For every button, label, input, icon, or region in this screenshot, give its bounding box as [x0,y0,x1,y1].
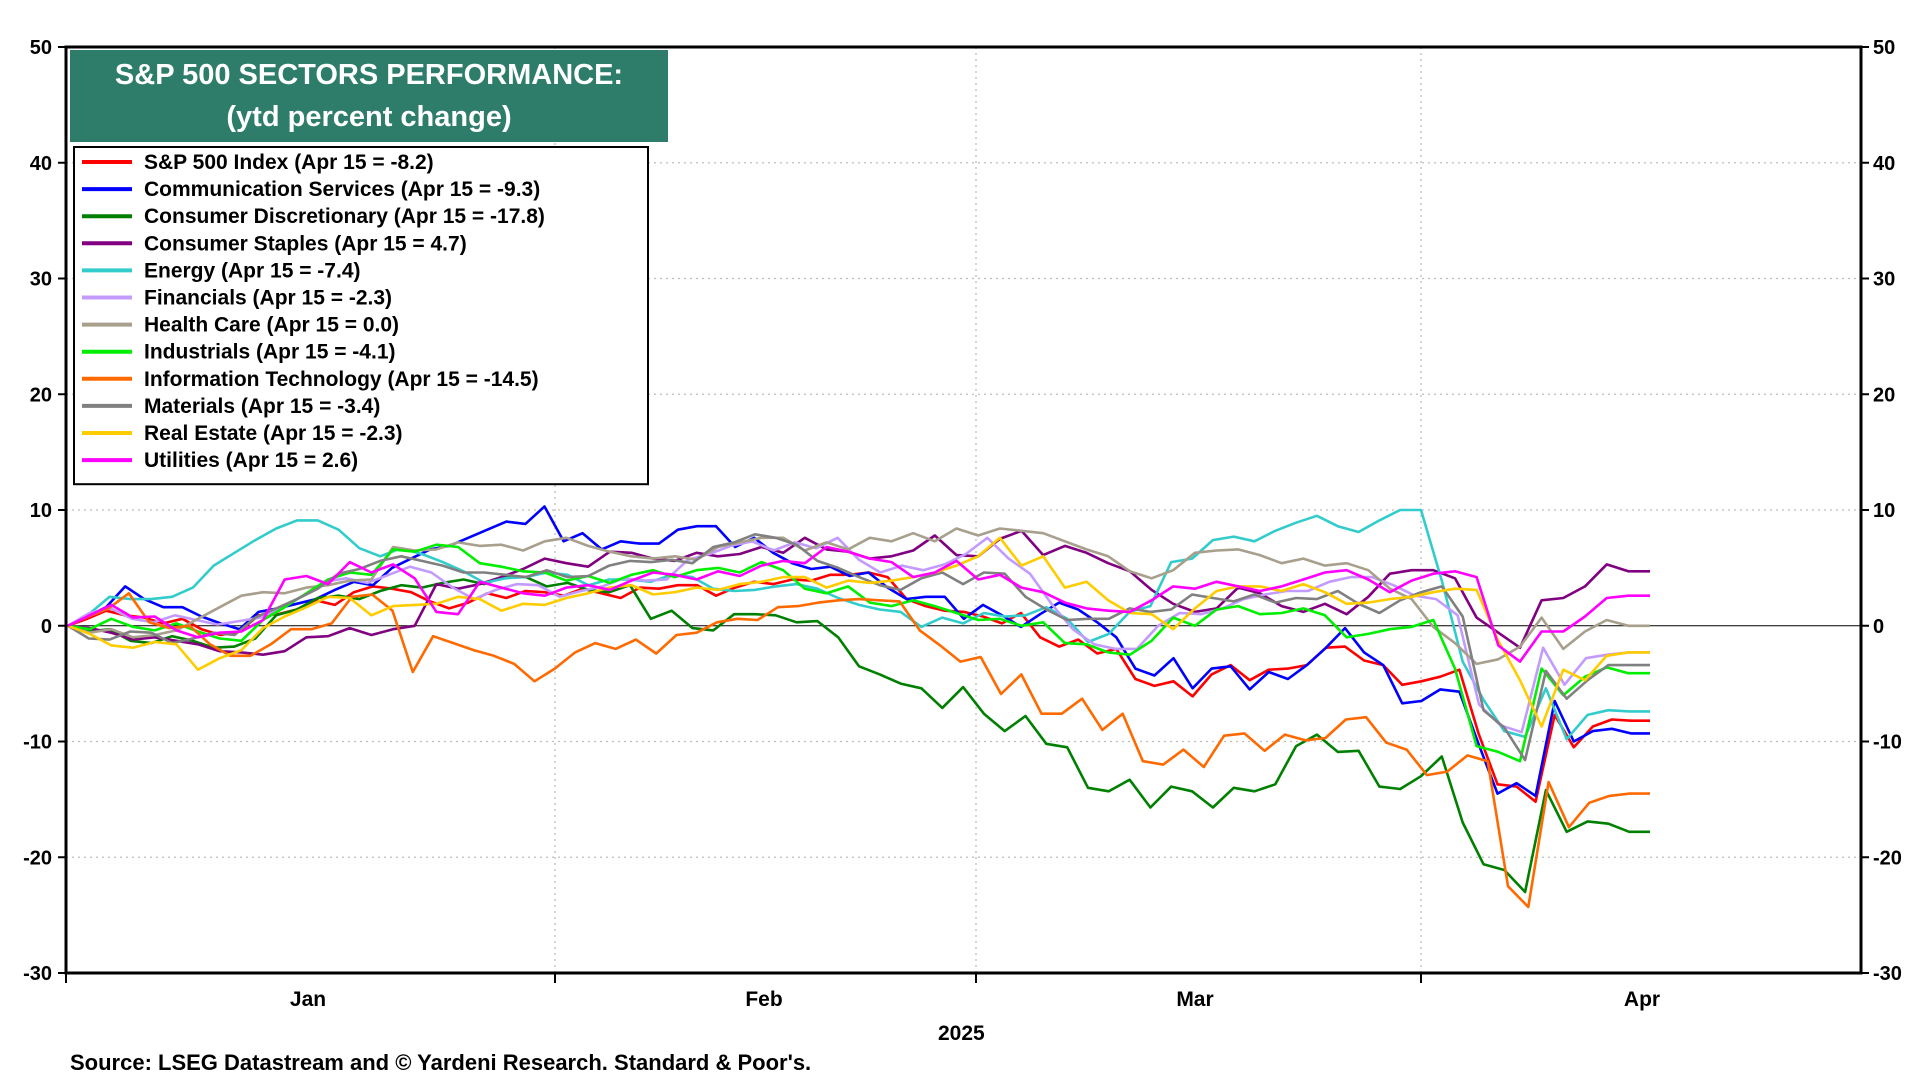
y-tick-label-left: 20 [30,384,52,406]
legend-label: Health Care (Apr 15 = 0.0) [144,314,399,337]
legend-label: Communication Services (Apr 15 = -9.3) [144,178,540,201]
y-tick-label-right: 40 [1873,153,1895,175]
legend-label: Consumer Discretionary (Apr 15 = -17.8) [144,205,545,228]
x-axis-year-label: 2025 [938,1022,985,1045]
y-tick-label-right: -20 [1873,847,1902,869]
y-tick-label-right: 0 [1873,616,1884,638]
right-y-axis: -30 -20 -10 0 10 20 30 40 50 [1861,37,1902,985]
legend-label: Energy (Apr 15 = -7.4) [144,259,361,282]
title-line-2: (ytd percent change) [226,101,512,133]
x-tick-label: Mar [1176,988,1213,1011]
y-tick-label-right: -10 [1873,732,1902,754]
y-tick-label-right: 50 [1873,37,1895,59]
series-line [67,508,1650,741]
series-line [67,527,1650,666]
legend-label: Real Estate (Apr 15 = -2.3) [144,422,403,445]
legend-label: S&P 500 Index (Apr 15 = -8.2) [144,151,434,174]
chart-title: S&P 500 SECTORS PERFORMANCE: (ytd percen… [70,50,668,142]
legend-label: Financials (Apr 15 = -2.3) [144,287,392,310]
y-tick-label-right: 20 [1873,384,1895,406]
y-tick-label-left: -10 [23,732,52,754]
y-tick-label-left: 0 [41,616,52,638]
left-y-axis: -30 -20 -10 0 10 20 30 40 50 [23,37,66,985]
x-axis: Jan Feb Mar Apr [65,973,1660,1011]
title-line-1: S&P 500 SECTORS PERFORMANCE: [114,59,624,91]
y-tick-label-right: -30 [1873,963,1902,985]
y-tick-label-left: 10 [30,500,52,522]
series-layer [67,505,1650,909]
series-line [67,505,1650,798]
y-tick-label-left: -30 [23,963,52,985]
x-tick-label: Feb [745,988,782,1011]
legend-label: Information Technology (Apr 15 = -14.5) [144,368,539,391]
source-note: Source: LSEG Datastream and © Yardeni Re… [70,1050,812,1075]
legend-label: Industrials (Apr 15 = -4.1) [144,341,396,364]
series-line [67,591,1650,909]
x-tick-label: Jan [290,988,326,1011]
legend-label: Utilities (Apr 15 = 2.6) [144,449,358,472]
legend-label: Consumer Staples (Apr 15 = 4.7) [144,232,467,255]
y-tick-label-left: 50 [30,37,52,59]
y-tick-label-left: 30 [30,269,52,291]
series-line [67,574,1650,894]
series-line [67,532,1650,762]
legend-label: Materials (Apr 15 = -3.4) [144,395,380,418]
legend-box [73,146,649,486]
y-tick-label-right: 10 [1873,500,1895,522]
x-tick-label: Apr [1624,988,1660,1011]
series-line [67,536,1650,728]
series-line [67,545,1650,663]
y-tick-label-left: -20 [23,847,52,869]
y-tick-label-left: 40 [30,153,52,175]
y-tick-label-right: 30 [1873,269,1895,291]
legend: S&P 500 Index (Apr 15 = -8.2) Communicati… [73,146,649,486]
